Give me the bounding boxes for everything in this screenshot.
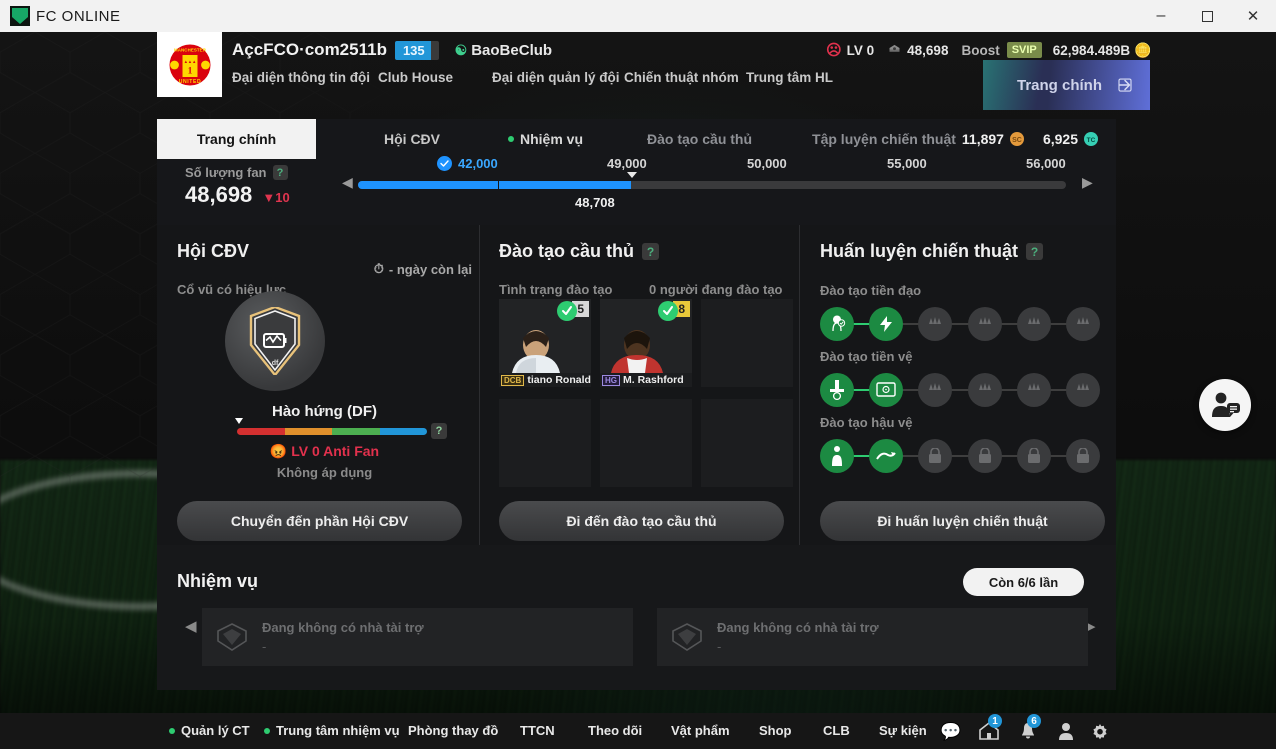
svg-text:UNITED: UNITED xyxy=(178,79,201,85)
svg-text:MANCHESTER: MANCHESTER xyxy=(174,47,207,52)
svg-text:TC: TC xyxy=(1087,137,1096,144)
svg-text:▲▲▲: ▲▲▲ xyxy=(183,59,195,64)
svg-text:SC: SC xyxy=(1012,137,1022,144)
svg-text:df: df xyxy=(272,360,279,367)
svg-text:1: 1 xyxy=(187,66,192,76)
